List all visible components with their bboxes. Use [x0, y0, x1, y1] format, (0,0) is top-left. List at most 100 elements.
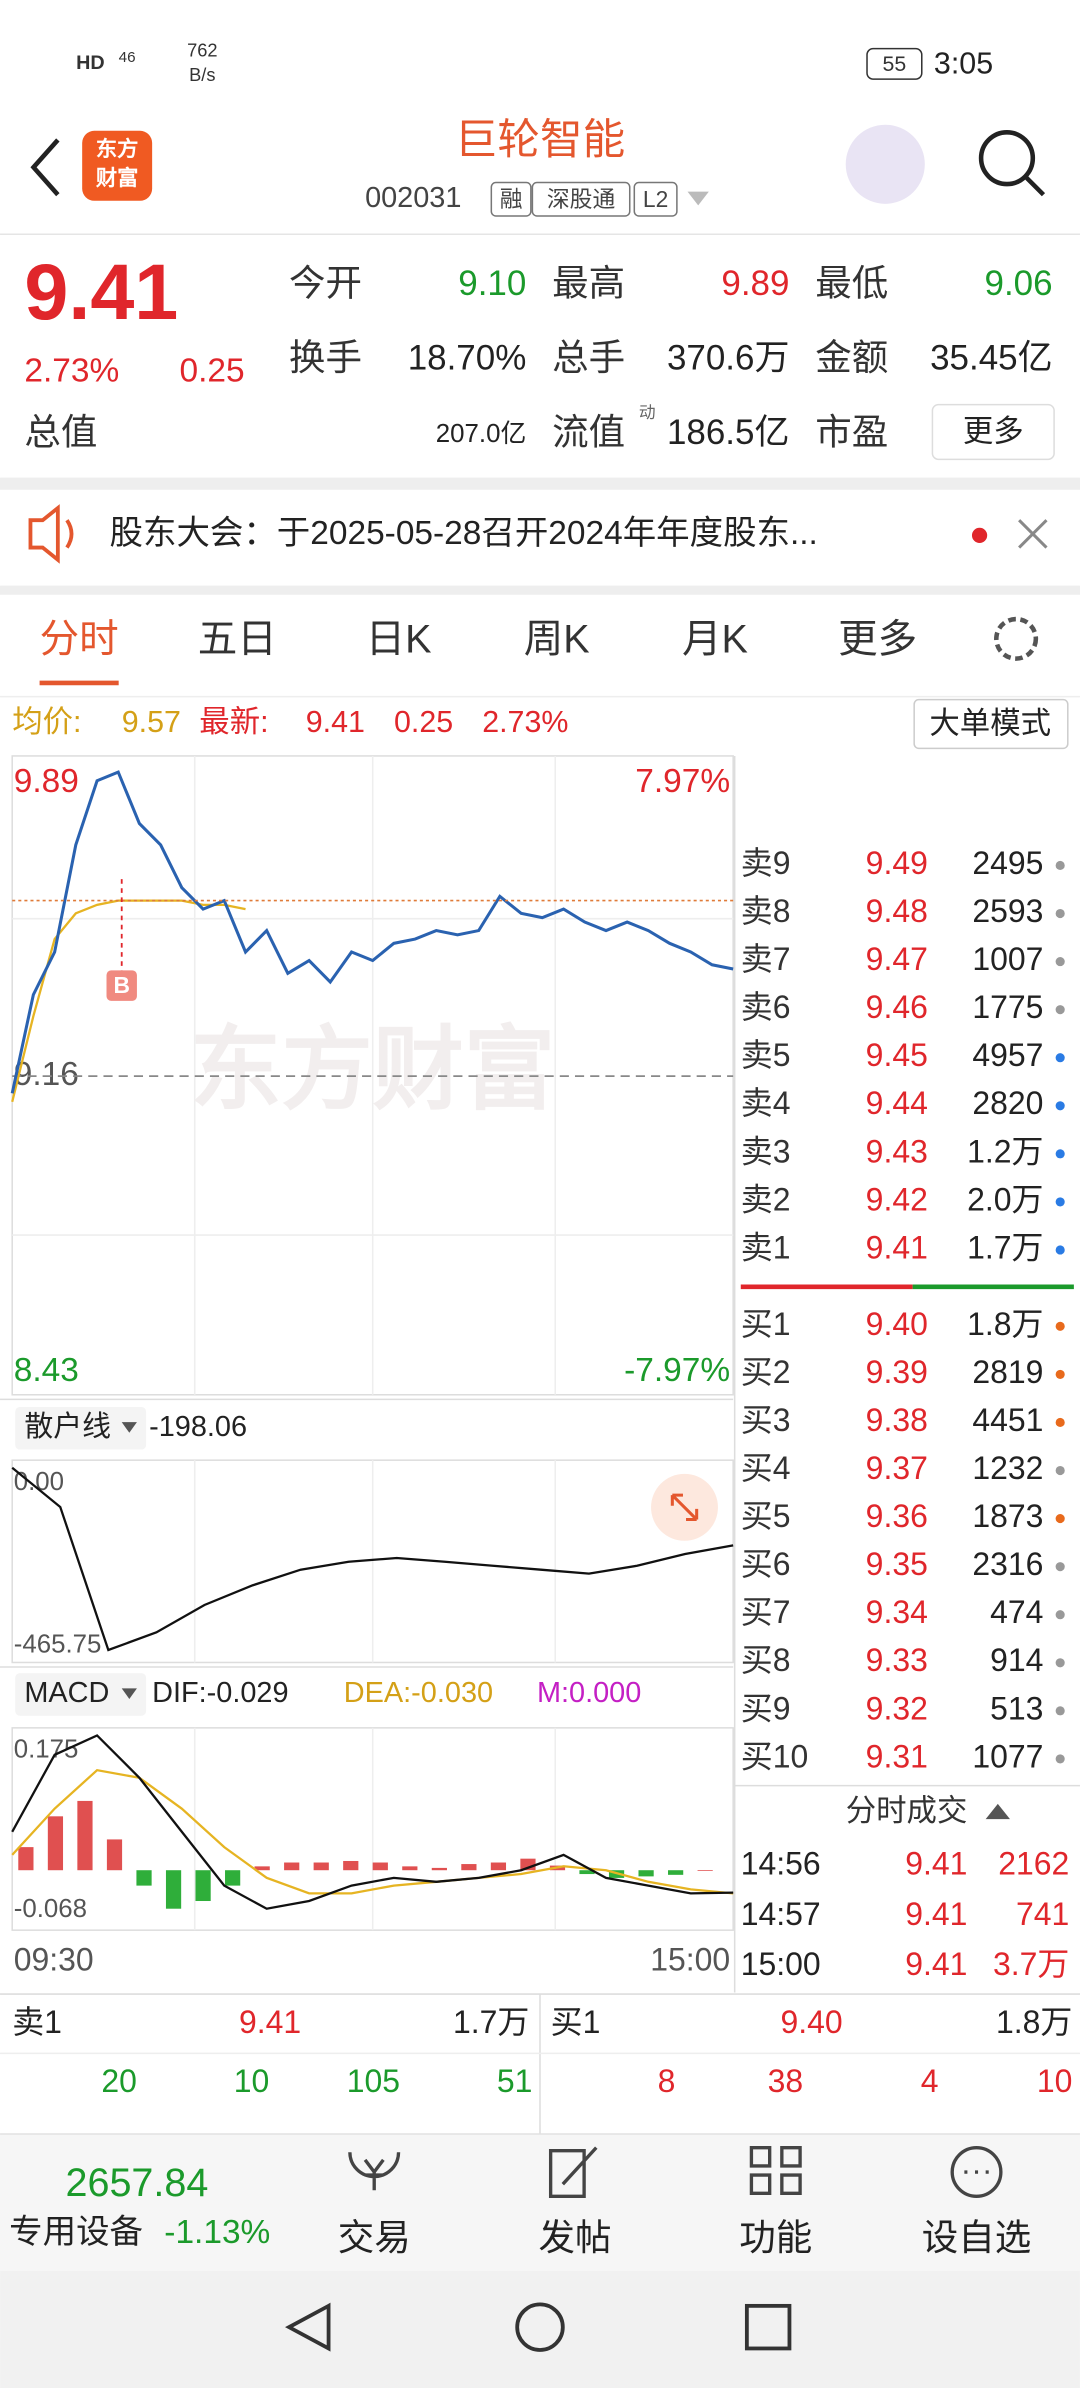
nav-item[interactable]: 设自选	[922, 2217, 1032, 2258]
macd-bar	[520, 1858, 536, 1871]
settings[interactable]	[994, 616, 1039, 661]
book-volume: 1077	[972, 1738, 1043, 1774]
book-volume: 4957	[972, 1037, 1043, 1073]
search-handle	[1023, 174, 1046, 197]
logo-text: 财富	[96, 165, 139, 190]
stock-name: 巨轮智能	[455, 116, 625, 164]
macd-bar	[343, 1860, 359, 1871]
time-label: 15:00	[650, 1942, 730, 1978]
battery-level: 55	[883, 52, 907, 76]
collapse-icon	[985, 1803, 1010, 1820]
time-label: 09:30	[14, 1942, 94, 1978]
selector-box[interactable]	[15, 1406, 147, 1450]
book-volume: 2.0万	[967, 1181, 1043, 1217]
field-value: 9.10	[458, 264, 526, 303]
book-price: 9.41	[866, 1229, 928, 1265]
book-volume: 1873	[972, 1498, 1043, 1534]
y-tick-label: -0.068	[14, 1895, 87, 1923]
book-dot	[1055, 1369, 1065, 1379]
book-price: 9.44	[866, 1085, 928, 1121]
macd-bar	[165, 1870, 182, 1909]
book-dot	[1055, 1417, 1065, 1428]
system-nav	[0, 2270, 1080, 2388]
macd-bar	[254, 1866, 270, 1871]
bottom-nav	[0, 2133, 1080, 2271]
book-label: 买6	[741, 1546, 791, 1582]
notice-dot	[971, 527, 988, 544]
book-dot	[1055, 1562, 1065, 1572]
depth-label: 卖1	[12, 2004, 62, 2040]
book-label: 买7	[741, 1594, 791, 1630]
nav-item[interactable]: 发帖	[538, 2217, 611, 2258]
book-volume: 1007	[972, 941, 1043, 977]
sys-recent[interactable]	[744, 2303, 792, 2351]
series-line	[11, 1768, 734, 1895]
book-dot	[1055, 1706, 1065, 1716]
close-notice[interactable]	[1018, 519, 1048, 549]
book-volume: 513	[990, 1690, 1043, 1726]
book-price: 9.34	[866, 1594, 928, 1630]
search[interactable]	[978, 130, 1036, 187]
field-sup: 动	[639, 403, 656, 422]
selector-box[interactable]	[15, 1673, 147, 1716]
trade-volume: 3.7万	[993, 1946, 1069, 1982]
sys-back[interactable]	[285, 2302, 331, 2352]
field-value: 9.89	[721, 264, 789, 303]
book-price: 9.46	[866, 989, 928, 1025]
series-line	[11, 1734, 734, 1910]
nav-item[interactable]: 功能	[739, 2217, 812, 2258]
sys-home[interactable]	[515, 2302, 565, 2352]
nav-item[interactable]: 交易	[338, 2217, 411, 2258]
clock: 3:05	[934, 46, 993, 80]
book-price: 9.35	[866, 1546, 928, 1582]
order-count: 20	[101, 2063, 137, 2099]
book-label: 买8	[741, 1642, 791, 1678]
book-dot	[1055, 1245, 1065, 1255]
notice-text: 股东大会：于2025-05-28召开2024年年度股东...	[110, 515, 818, 552]
avg-label: 均价:	[12, 705, 81, 739]
back-button[interactable]	[30, 138, 60, 197]
watermark: 东方财富	[190, 1019, 555, 1121]
more-button[interactable]	[931, 403, 1055, 461]
nav-icon	[950, 2146, 1003, 2198]
dropdown	[121, 1688, 137, 1699]
dropdown	[687, 191, 709, 206]
book-label: 买5	[741, 1498, 791, 1534]
macd-bar	[284, 1862, 300, 1871]
trade-volume: 2162	[998, 1846, 1069, 1882]
book-dot	[1055, 957, 1065, 967]
book-label: 卖9	[741, 845, 791, 881]
macd-bar	[461, 1864, 477, 1871]
macd-bar	[490, 1862, 507, 1871]
latest-value: 9.41	[306, 705, 365, 739]
book-price: 9.40	[866, 1306, 928, 1342]
book-volume: 1.8万	[967, 1306, 1043, 1342]
nav-icon	[348, 2152, 401, 2191]
avatar[interactable]	[845, 124, 925, 204]
trade-time: 14:57	[741, 1896, 821, 1932]
dropdown	[121, 1422, 137, 1433]
tag: L2	[643, 186, 668, 212]
index-name: 专用设备	[9, 2214, 143, 2251]
net-speed: 762	[187, 40, 217, 61]
tab: 五日	[198, 617, 277, 661]
field-value: 35.45亿	[930, 339, 1052, 378]
book-label: 买1	[741, 1306, 791, 1342]
macd-bar	[697, 1870, 713, 1871]
book-volume: 4451	[972, 1402, 1043, 1438]
series-line	[10, 770, 734, 1094]
notice-band	[0, 483, 1080, 588]
book-dot	[1055, 1754, 1065, 1764]
mode-button[interactable]	[913, 698, 1069, 750]
book-volume: 1232	[972, 1450, 1043, 1486]
field-label: 金额	[815, 337, 888, 378]
status-icon: HD	[76, 52, 105, 74]
macd-bar	[18, 1847, 34, 1871]
book-price: 9.48	[866, 893, 928, 929]
book-dot	[1055, 1053, 1065, 1063]
field-label: 换手	[289, 337, 362, 378]
order-count: 10	[1037, 2063, 1073, 2099]
depth-volume: 1.7万	[453, 2004, 529, 2040]
